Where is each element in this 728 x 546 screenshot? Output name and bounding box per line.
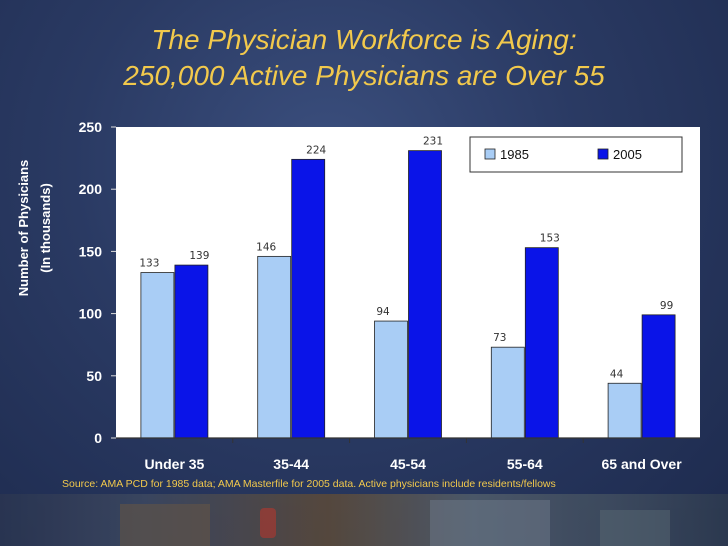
bar-1985-65-and-over <box>607 382 642 439</box>
bar-2005-under-35 <box>174 264 209 439</box>
bar-1985-45-54 <box>374 320 408 439</box>
y-axis-label-line-1: Number of Physicians <box>16 160 31 297</box>
bar-1985-under-35 <box>140 272 175 439</box>
data-label-1985-35-44: 146 <box>256 241 276 253</box>
decorative-photo-strip <box>0 494 728 546</box>
data-label-2005-under-35: 139 <box>189 250 209 262</box>
slide-title: The Physician Workforce is Aging: 250,00… <box>0 22 728 94</box>
x-tick-label: 35-44 <box>273 456 309 472</box>
y-tick-label: 50 <box>86 368 102 384</box>
legend-box <box>469 136 683 173</box>
x-tick-label: 65 and Over <box>602 456 683 472</box>
bar-2005-45-54 <box>408 150 442 439</box>
y-tick-label: 250 <box>79 119 103 135</box>
title-line-1: The Physician Workforce is Aging: <box>151 24 577 55</box>
y-tick-label: 200 <box>79 181 103 197</box>
bar-2005-35-44 <box>291 158 326 439</box>
data-label-2005-55-64: 153 <box>540 233 560 245</box>
legend: 1985 2005 <box>469 136 683 173</box>
y-axis-label: Number of Physicians (In thousands) <box>16 160 53 297</box>
x-tick-label: 55-64 <box>507 456 543 472</box>
legend-swatch-1985 <box>484 148 496 160</box>
source-note: Source: AMA PCD for 1985 data; AMA Maste… <box>62 478 556 490</box>
legend-swatch-2005 <box>597 148 609 160</box>
data-label-2005-45-54: 231 <box>423 136 443 148</box>
y-tick-label: 100 <box>79 306 103 322</box>
x-tick-label: Under 35 <box>144 456 204 472</box>
y-tick-label: 150 <box>79 243 103 259</box>
y-tick-label: 0 <box>94 430 102 446</box>
bar-1985-35-44 <box>257 255 292 439</box>
y-axis-label-line-2: (In thousands) <box>38 183 53 273</box>
data-label-1985-65-and-over: 44 <box>610 368 624 380</box>
bar-2005-55-64 <box>524 247 559 439</box>
legend-label-1985: 1985 <box>500 147 529 162</box>
legend-label-2005: 2005 <box>613 147 642 162</box>
data-label-1985-45-54: 94 <box>376 306 390 318</box>
x-tick-label: 45-54 <box>390 456 426 472</box>
title-line-2: 250,000 Active Physicians are Over 55 <box>123 60 605 91</box>
bar-1985-55-64 <box>490 346 525 439</box>
bar-2005-65-and-over <box>641 314 676 439</box>
data-label-2005-65-and-over: 99 <box>660 300 673 312</box>
data-label-1985-under-35: 133 <box>139 258 159 270</box>
data-label-2005-35-44: 224 <box>306 144 326 156</box>
plot-area <box>116 127 700 438</box>
data-label-1985-55-64: 73 <box>493 332 506 344</box>
